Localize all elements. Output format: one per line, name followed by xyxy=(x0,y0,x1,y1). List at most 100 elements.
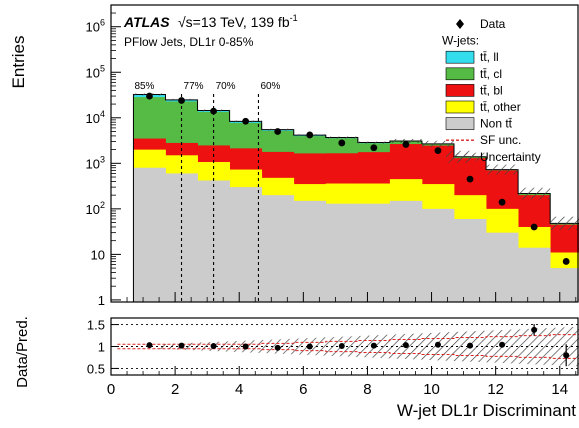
ratio-point-2 xyxy=(178,342,185,349)
legend-entry-tt-cl: tt̄, cl xyxy=(445,67,502,81)
bar-non-tt-14 xyxy=(550,268,579,302)
legend-label-tt-ll: tt̄, ll xyxy=(480,50,499,64)
ratio-point-8 xyxy=(370,342,377,349)
bar-non-tt-12 xyxy=(486,232,519,302)
ratio-point-1 xyxy=(146,342,153,349)
ratio-point-7 xyxy=(338,343,345,350)
uncertainty-band-9 xyxy=(389,138,422,143)
main-ytick-label: 102 xyxy=(86,200,105,217)
main-ytick-label: 105 xyxy=(86,63,105,80)
wp-label-77: 77% xyxy=(184,81,204,92)
xtick-label: 14 xyxy=(551,381,568,398)
main-overlay: 85% 77% 70% 60% xyxy=(134,81,570,302)
ratio-point-14 xyxy=(563,352,570,359)
main-ytick-label: 10 xyxy=(91,247,105,262)
legend-entry-data: Data xyxy=(456,17,506,31)
data-point-3 xyxy=(210,107,217,115)
labels: ATLAS √s=13 TeV, 139 fb-1 PFlow Jets, DL… xyxy=(9,13,576,420)
ratio-point-11 xyxy=(467,342,474,349)
legend-label-tt-bl: tt̄, bl xyxy=(480,83,503,97)
bar-non-tt-13 xyxy=(518,247,551,302)
xtick-label: 2 xyxy=(171,381,179,398)
legend-label-tt-other: tt̄, other xyxy=(480,100,521,114)
legend-entry-tt-bl: tt̄, bl xyxy=(445,83,503,97)
main-ytick-label: 103 xyxy=(86,154,105,171)
xtick-label: 10 xyxy=(423,381,440,398)
axes: 1 10 102 103 104 105 106 0.5 1 1.5 0 2 4 6 8 10 12 14 xyxy=(86,4,579,398)
legend-swatch-tt-ll xyxy=(445,50,475,64)
data-point-11 xyxy=(466,175,474,183)
bar-non-tt-1 xyxy=(133,167,166,302)
data-point-9 xyxy=(402,141,410,148)
main-plot-area xyxy=(132,93,579,302)
legend-swatch-tt-other xyxy=(445,100,475,114)
ratio-uncertainty-band xyxy=(159,326,579,367)
atlas-label: ATLAS xyxy=(123,14,170,30)
legend-label-data: Data xyxy=(480,17,506,31)
legend-swatch-tt-cl xyxy=(445,67,475,81)
ratio-plot-area xyxy=(111,324,579,369)
sf-unc-upper xyxy=(117,334,579,345)
ratio-ytick-label: 1 xyxy=(98,340,105,355)
energy-label: √s=13 TeV, 139 fb-1 xyxy=(178,13,298,30)
wp-label-60: 60% xyxy=(260,81,280,92)
legend-entry-unc: Uncertainty xyxy=(446,150,541,164)
legend-entry-sf-unc: SF unc. xyxy=(446,133,521,147)
main-ytick-label: 104 xyxy=(86,109,105,126)
legend-swatch-tt-bl xyxy=(445,84,475,97)
data-point-12 xyxy=(498,198,506,206)
uncertainty-band-12 xyxy=(486,164,519,175)
data-point-6 xyxy=(306,131,314,139)
ratio-ytick-label: 0.5 xyxy=(87,361,105,376)
bar-non-tt-5 xyxy=(261,195,295,302)
bar-non-tt-7 xyxy=(325,203,359,302)
legend-swatch-non-tt xyxy=(445,117,475,130)
wp-label-70: 70% xyxy=(216,81,236,92)
xtick-label: 0 xyxy=(107,381,115,398)
bar-non-tt-11 xyxy=(453,218,487,302)
legend-label-non-tt: Non tt̄ xyxy=(480,117,513,131)
selection-subtitle: PFlow Jets, DL1r 0-85% xyxy=(124,35,254,49)
data-point-2 xyxy=(178,97,185,104)
main-ytick-label: 106 xyxy=(86,18,105,35)
uncertainty-band-13 xyxy=(518,187,551,200)
sf-unc-lower xyxy=(117,348,579,359)
uncertainty-band-8 xyxy=(357,141,390,144)
data-point-5 xyxy=(274,128,282,135)
legend-marker-data xyxy=(456,19,464,29)
legend-label-tt-cl: tt̄, cl xyxy=(480,67,502,81)
ratio-point-9 xyxy=(402,342,409,349)
xtick-label: 4 xyxy=(235,381,243,398)
ratio-point-5 xyxy=(274,344,281,351)
ratio-point-3 xyxy=(210,343,217,350)
legend-entry-tt-other: tt̄, other xyxy=(445,100,521,114)
wp-label-85: 85% xyxy=(134,81,154,92)
data-point-7 xyxy=(338,139,346,147)
ratio-point-10 xyxy=(434,341,441,348)
data-point-8 xyxy=(370,144,378,152)
main-frame xyxy=(110,4,579,303)
uncertainty-band-7 xyxy=(325,136,358,139)
xtick-label: 12 xyxy=(487,381,504,398)
data-point-4 xyxy=(242,117,250,125)
main-ylabel: Entries xyxy=(9,36,28,89)
data-point-14 xyxy=(562,258,570,265)
ratio-point-12 xyxy=(499,341,506,348)
legend-swatch-uncertainty xyxy=(446,150,474,163)
ratio-point-4 xyxy=(242,343,249,350)
data-point-10 xyxy=(434,147,442,155)
ratio-ylabel: Data/Pred. xyxy=(14,316,31,388)
legend-entry-header: W-jets: xyxy=(442,34,479,48)
ratio-point-6 xyxy=(306,343,313,350)
bar-non-tt-9 xyxy=(389,200,423,302)
bar-non-tt-10 xyxy=(421,208,455,302)
bar-non-tt-4 xyxy=(229,187,263,302)
legend-label-header: W-jets: xyxy=(442,34,479,48)
xtick-label: 6 xyxy=(299,381,307,398)
bar-non-tt-6 xyxy=(293,200,327,302)
main-ytick-label: 1 xyxy=(98,293,105,308)
ratio-ytick-label: 1.5 xyxy=(87,318,105,333)
